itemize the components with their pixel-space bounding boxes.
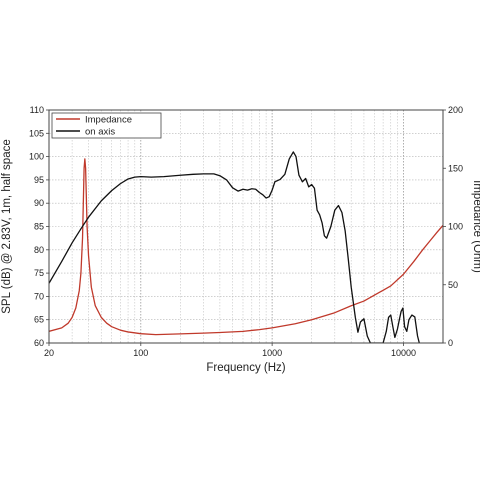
y-left-tick-label: 85: [34, 222, 44, 232]
y-left-tick-label: 75: [34, 268, 44, 278]
legend-label-impedance: Impedance: [85, 115, 132, 126]
y-right-tick-label: 200: [448, 105, 463, 115]
legend-box: [51, 112, 162, 139]
y-left-tick-label: 60: [34, 338, 44, 348]
y-right-tick-label: 100: [448, 222, 463, 232]
y-right-tick-label: 0: [448, 338, 453, 348]
y-left-tick-label: 90: [34, 198, 44, 208]
legend: Impedance on axis: [51, 112, 162, 139]
y-axis-left-title: SPL (dB) @ 2.83V, 1m, half space: [1, 139, 13, 313]
y-axis-right-title: Impedance (Ohm): [471, 180, 480, 273]
y-left-tick-label: 110: [30, 105, 44, 115]
x-tick-label: 1000: [262, 348, 282, 358]
y-right-tick-label: 150: [448, 163, 463, 173]
x-axis-title: Frequency (Hz): [206, 362, 285, 374]
x-tick-label: 10000: [391, 348, 416, 358]
x-tick-label: 100: [133, 348, 148, 358]
ticks: 20 100 1000 10000 60 65 70 75 80 85 90 95 100 105 110 0…: [29, 105, 463, 358]
y-left-tick-label: 80: [34, 245, 44, 255]
series-line-impedance: [49, 158, 443, 336]
y-left-tick-label: 70: [34, 291, 44, 301]
y-left-tick-label: 100: [29, 152, 44, 162]
legend-label-on-axis: on axis: [85, 127, 115, 138]
y-left-tick-label: 105: [29, 128, 44, 138]
x-tick-label: 20: [44, 348, 54, 358]
y-left-tick-label: 95: [34, 175, 44, 185]
y-right-tick-label: 50: [448, 280, 458, 290]
series-line-on-axis: [49, 151, 420, 343]
y-left-tick-label: 65: [34, 315, 44, 325]
series-layer: [49, 151, 443, 343]
